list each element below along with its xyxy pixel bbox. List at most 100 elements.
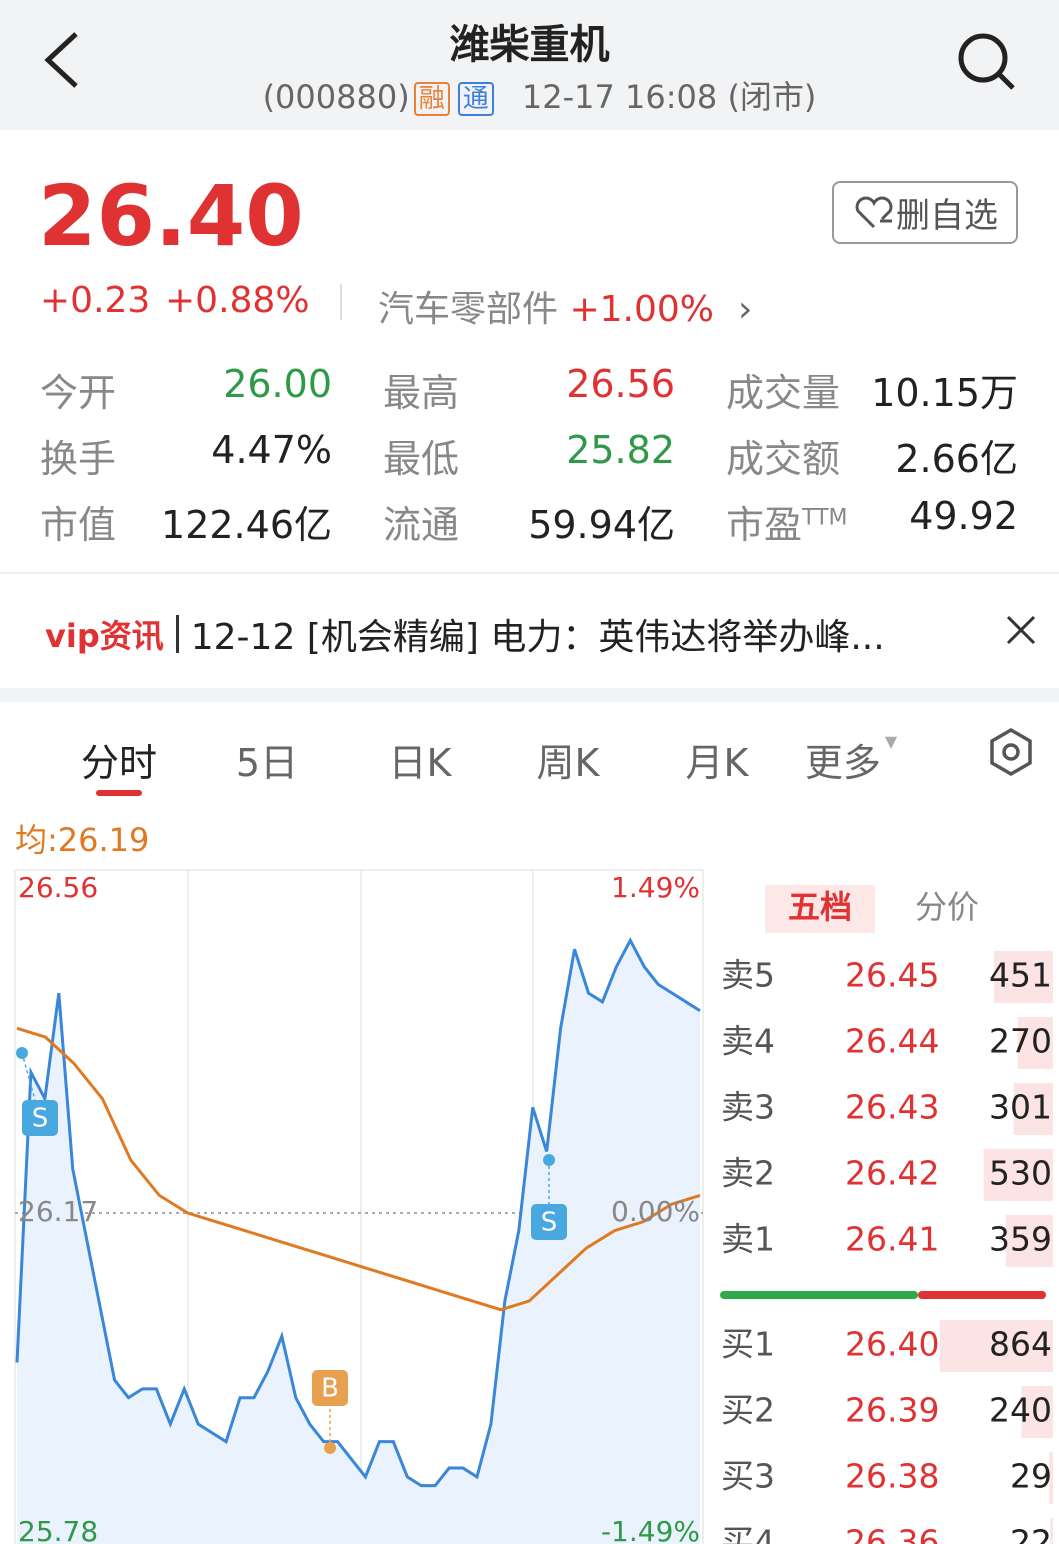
separator — [0, 572, 1059, 574]
stat-label: 换手 — [40, 437, 117, 481]
book-tab[interactable]: 五档 — [788, 888, 852, 926]
book-tab[interactable]: 分价 — [915, 888, 979, 926]
back-button[interactable] — [40, 30, 84, 90]
book-volume: 451 — [989, 956, 1052, 995]
book-volume: 22 — [1010, 1523, 1052, 1544]
book-label: 买2 — [721, 1391, 775, 1430]
stat-label: 成交量 — [726, 371, 841, 415]
book-volume: 240 — [989, 1391, 1052, 1430]
book-label: 买3 — [721, 1457, 775, 1496]
marker-box — [312, 1370, 348, 1406]
stat-label: 市盈TTM — [726, 503, 848, 547]
sector-change: +1.00% — [569, 289, 714, 330]
volume-bar — [1013, 1083, 1053, 1135]
stat-value: 25.82 — [566, 428, 675, 472]
volume-bar — [1021, 1386, 1053, 1438]
separator — [0, 688, 1059, 702]
watch-button[interactable]: 删自选 — [832, 181, 1018, 244]
stat-label-sup: TTM — [802, 505, 848, 531]
stat-value: 49.92 — [909, 494, 1018, 538]
tab[interactable]: 5日 — [235, 741, 299, 785]
stat-label: 最高 — [383, 371, 460, 415]
watch-label: 删自选 — [896, 196, 998, 236]
y2-tick-label: 0.00% — [611, 1195, 700, 1228]
subtitle: (000880) 融通 12-17 16:08 (闭市) — [0, 72, 1059, 118]
tab[interactable]: 分时 — [80, 741, 157, 785]
close-button[interactable] — [1005, 614, 1037, 646]
book-volume: 530 — [989, 1154, 1052, 1193]
tab[interactable]: 周K — [536, 741, 600, 785]
book-label: 卖2 — [721, 1154, 775, 1193]
stat-value: 2.66亿 — [895, 437, 1018, 481]
sector: 汽车零部件 — [378, 289, 559, 330]
book-price: 26.40 — [845, 1325, 939, 1364]
price-area — [17, 940, 700, 1544]
book-price: 26.45 — [845, 956, 939, 995]
settings-button[interactable] — [988, 727, 1034, 777]
book-volume: 270 — [989, 1022, 1052, 1061]
time: 12-17 16:08 (闭市) — [521, 78, 817, 116]
price: 26.40 — [38, 167, 304, 265]
marker-label: S — [541, 1208, 558, 1238]
stat-value: 26.56 — [566, 362, 675, 406]
volume-bar — [1050, 1518, 1053, 1544]
news-row[interactable]: vip资讯 12-12 [机会精编] 电力：英伟达将举办峰... — [45, 608, 885, 660]
book-price: 26.43 — [845, 1088, 939, 1127]
sector-link[interactable]: 汽车零部件 +1.00% › — [378, 280, 752, 332]
book-volume: 359 — [989, 1220, 1052, 1259]
book-volume: 864 — [989, 1325, 1052, 1364]
badge: 通 — [457, 82, 494, 116]
book-price: 26.39 — [845, 1391, 939, 1430]
book-label: 卖3 — [721, 1088, 775, 1127]
tab[interactable]: 更多 ▼ — [804, 732, 898, 785]
price-line — [15, 937, 701, 1488]
marker-label: S — [32, 1104, 49, 1134]
divider — [340, 284, 342, 320]
stat-label: 流通 — [383, 503, 460, 547]
book-price: 26.41 — [845, 1220, 939, 1259]
tab[interactable]: 月K — [685, 741, 749, 785]
avg-line — [16, 1026, 701, 1312]
volume-bar — [1049, 1452, 1053, 1504]
heart-icon — [855, 196, 893, 228]
marker-box — [22, 1100, 58, 1136]
stat-value: 59.94亿 — [528, 503, 675, 547]
book-label: 买1 — [721, 1325, 775, 1364]
tab-highlight — [765, 885, 875, 933]
marker-dot — [324, 1442, 336, 1454]
stat-label: 市值 — [40, 503, 117, 547]
stat-value: 122.46亿 — [161, 503, 332, 547]
book-price: 26.36 — [845, 1523, 939, 1544]
book-price: 26.42 — [845, 1154, 939, 1193]
y2-tick-label: 1.49% — [611, 871, 700, 904]
marker-dot — [543, 1154, 555, 1166]
stat-label: 最低 — [383, 437, 460, 481]
chart-area: 25.78 26.17 26.56 -1.49% 0.00% 1.49% S B S 五档 分价卖5… — [14, 869, 1053, 1544]
tab[interactable]: 日K — [388, 741, 452, 785]
y-tick-label: 25.78 — [18, 1515, 98, 1544]
y-tick-label: 26.17 — [18, 1195, 98, 1228]
stat-value: 4.47% — [211, 428, 332, 472]
dropdown-arrow: ▼ — [884, 732, 898, 751]
stat-value: 10.15万 — [871, 371, 1018, 415]
stat-label: 成交额 — [726, 437, 841, 481]
news-tag: vip资讯 — [45, 617, 164, 655]
volume-bar — [1017, 1017, 1053, 1069]
change-pct: +0.88% — [165, 280, 310, 321]
book-volume: 29 — [1010, 1457, 1052, 1496]
stat-value: 26.00 — [223, 362, 332, 406]
stat-label: 今开 — [40, 371, 117, 415]
marker-dot — [16, 1047, 28, 1059]
book-price: 26.44 — [845, 1022, 939, 1061]
stock-code: (000880) — [262, 78, 410, 116]
book-label: 买4 — [721, 1523, 775, 1544]
volume-bar — [993, 951, 1053, 1003]
chevron: › — [738, 289, 753, 330]
book-label: 卖1 — [721, 1220, 775, 1259]
y-tick-label: 26.56 — [18, 871, 98, 904]
search-button[interactable] — [955, 30, 1019, 94]
header: 潍柴重机 (000880) 融通 12-17 16:08 (闭市) — [0, 0, 1059, 130]
volume-bar — [939, 1320, 1053, 1372]
